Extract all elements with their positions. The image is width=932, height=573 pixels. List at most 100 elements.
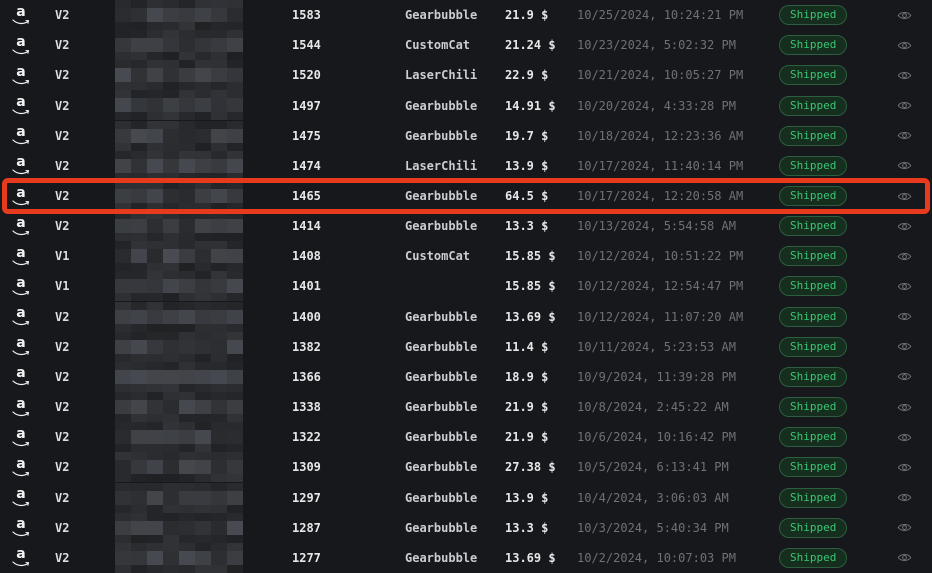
view-order-button[interactable]	[897, 462, 912, 473]
view-order-button[interactable]	[897, 251, 912, 262]
order-date: 10/5/2024, 6:13:41 PM	[577, 460, 729, 475]
vendor-name: Gearbubble	[405, 520, 478, 535]
order-number: 1475	[292, 128, 321, 143]
table-row[interactable]: a V2 1309 Gearbubble 27.38 $ 10/5/2024, …	[0, 452, 932, 483]
eye-icon	[897, 41, 911, 49]
view-order-button[interactable]	[897, 130, 912, 141]
status-cell: Shipped	[775, 487, 860, 508]
status-badge: Shipped	[779, 155, 848, 176]
table-row[interactable]: a V2 1366 Gearbubble 18.9 $ 10/9/2024, 1…	[0, 361, 932, 392]
table-row[interactable]: a V2 1497 Gearbubble 14.91 $ 10/20/2024,…	[0, 90, 932, 121]
price-value: 13.9 $	[505, 158, 549, 173]
eye-icon	[897, 132, 911, 140]
status-badge: Shipped	[779, 95, 848, 116]
table-row[interactable]: a V1 1408 CustomCat 15.85 $ 10/12/2024, …	[0, 241, 932, 272]
version-label: V2	[55, 8, 70, 23]
actions-cell	[860, 40, 932, 51]
version-label: V2	[55, 38, 70, 53]
marketplace-cell: a	[0, 427, 44, 447]
table-row[interactable]: a V2 1338 Gearbubble 21.9 $ 10/8/2024, 2…	[0, 392, 932, 423]
order-number: 1309	[292, 460, 321, 475]
view-order-button[interactable]	[897, 311, 912, 322]
view-order-button[interactable]	[897, 371, 912, 382]
redacted-product-cell	[110, 512, 250, 543]
table-row[interactable]: a V2 1465 Gearbubble 64.5 $ 10/17/2024, …	[0, 177, 932, 215]
pixelated-blur	[115, 30, 243, 61]
vendor-name: CustomCat	[405, 249, 471, 264]
order-number: 1366	[292, 369, 321, 384]
version-label: V2	[55, 400, 70, 415]
actions-cell	[860, 251, 932, 262]
actions-cell	[860, 402, 932, 413]
marketplace-cell: a	[0, 35, 44, 55]
price-value: 22.9 $	[505, 68, 549, 83]
table-row[interactable]: a V2 1287 Gearbubble 13.3 $ 10/3/2024, 5…	[0, 512, 932, 543]
table-row[interactable]: a V1 1401 15.85 $ 10/12/2024, 12:54:47 P…	[0, 271, 932, 302]
view-order-button[interactable]	[897, 552, 912, 563]
vendor-name: Gearbubble	[405, 309, 478, 324]
pixelated-blur	[115, 60, 243, 91]
table-row[interactable]: a V2 1544 CustomCat 21.24 $ 10/23/2024, …	[0, 30, 932, 61]
table-row[interactable]: a V2 1382 Gearbubble 11.4 $ 10/11/2024, …	[0, 331, 932, 362]
version-label: V2	[55, 219, 70, 234]
marketplace-cell: a	[0, 95, 44, 115]
table-row[interactable]: a V2 1414 Gearbubble 13.3 $ 10/13/2024, …	[0, 211, 932, 242]
marketplace-cell: a	[0, 336, 44, 356]
eye-icon	[897, 102, 911, 109]
redacted-product-cell	[110, 271, 250, 302]
view-order-button[interactable]	[897, 160, 912, 171]
order-number: 1400	[292, 309, 321, 324]
marketplace-cell: a	[0, 216, 44, 236]
vendor-name: Gearbubble	[405, 8, 478, 23]
eye-icon	[897, 71, 911, 79]
view-order-button[interactable]	[897, 492, 912, 503]
table-row[interactable]: a V2 1583 Gearbubble 21.9 $ 10/25/2024, …	[0, 0, 932, 30]
pixelated-blur	[115, 301, 243, 332]
redacted-product-cell	[110, 542, 250, 573]
table-row[interactable]: a V2 1297 Gearbubble 13.9 $ 10/4/2024, 3…	[0, 482, 932, 513]
status-badge: Shipped	[779, 457, 848, 478]
view-order-button[interactable]	[897, 10, 912, 21]
price-value: 21.24 $	[505, 38, 556, 53]
view-order-button[interactable]	[897, 40, 912, 51]
order-number: 1277	[292, 550, 321, 565]
table-row[interactable]: a V2 1520 LaserChili 22.9 $ 10/21/2024, …	[0, 60, 932, 91]
status-badge: Shipped	[779, 5, 848, 26]
redacted-product-cell	[110, 150, 250, 181]
table-row[interactable]: a V2 1475 Gearbubble 19.7 $ 10/18/2024, …	[0, 120, 932, 151]
view-order-button[interactable]	[897, 522, 912, 533]
view-order-button[interactable]	[897, 281, 912, 292]
redacted-product-cell	[110, 30, 250, 61]
table-row[interactable]: a V2 1322 Gearbubble 21.9 $ 10/6/2024, 1…	[0, 422, 932, 453]
table-row[interactable]: a V2 1277 Gearbubble 13.69 $ 10/2/2024, …	[0, 542, 932, 573]
redacted-product-cell	[110, 422, 250, 453]
actions-cell	[860, 281, 932, 292]
amazon-icon: a	[12, 517, 30, 537]
marketplace-cell: a	[0, 246, 44, 266]
vendor-name: LaserChili	[405, 68, 478, 83]
view-order-button[interactable]	[897, 100, 912, 111]
view-order-button[interactable]	[897, 191, 912, 202]
eye-icon	[897, 192, 911, 200]
table-row[interactable]: a V2 1400 Gearbubble 13.69 $ 10/12/2024,…	[0, 301, 932, 332]
actions-cell	[860, 341, 932, 352]
actions-cell	[860, 130, 932, 141]
order-number: 1401	[292, 279, 321, 294]
view-order-button[interactable]	[897, 341, 912, 352]
redacted-product-cell	[110, 90, 250, 121]
status-badge: Shipped	[779, 306, 848, 327]
view-order-button[interactable]	[897, 221, 912, 232]
view-order-button[interactable]	[897, 70, 912, 81]
actions-cell	[860, 522, 932, 533]
price-value: 15.85 $	[505, 279, 556, 294]
status-badge: Shipped	[779, 487, 848, 508]
view-order-button[interactable]	[897, 432, 912, 443]
amazon-icon: a	[12, 366, 30, 386]
status-cell: Shipped	[775, 216, 860, 237]
eye-icon	[897, 554, 911, 562]
pixelated-blur	[115, 271, 243, 302]
eye-icon	[897, 494, 911, 502]
order-number: 1465	[292, 189, 321, 204]
table-row[interactable]: a V2 1474 LaserChili 13.9 $ 10/17/2024, …	[0, 150, 932, 181]
view-order-button[interactable]	[897, 402, 912, 413]
